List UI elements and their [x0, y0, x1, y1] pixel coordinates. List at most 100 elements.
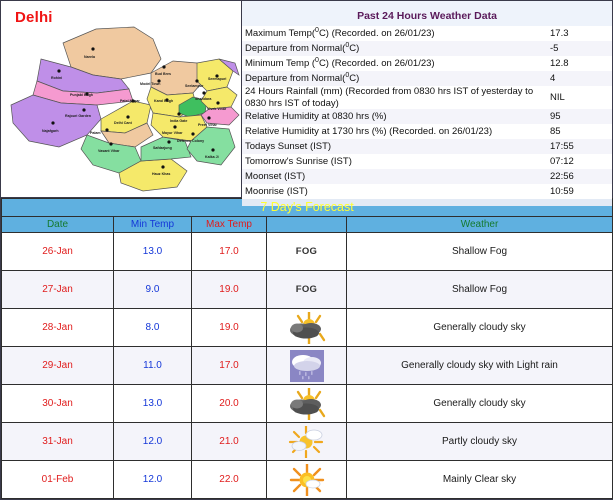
- map-marker: [216, 101, 220, 105]
- panel-bottom-strip: [242, 199, 612, 206]
- forecast-description: Shallow Fog: [345, 232, 613, 271]
- delhi-district-map: Narela Rohini Punjabi Bagh Rajouri Garden Na…: [10, 26, 240, 192]
- past-24-row: Relative Humidity at 0830 hrs (%) 95: [242, 109, 612, 124]
- map-label: Vasant Vihar: [98, 149, 120, 153]
- map-label: Kalka Ji: [205, 155, 219, 159]
- forecast-table: 7 Day's Forecast Date Min Temp Max Temp …: [0, 198, 613, 499]
- forecast-max-temp: 19.0: [191, 308, 267, 347]
- forecast-min-temp: 13.0: [113, 232, 192, 271]
- past-24-label: Todays Sunset (IST): [245, 140, 332, 152]
- forecast-min-temp: 8.0: [113, 308, 192, 347]
- forecast-row: 26-Jan 13.0 17.0 FOG Shallow Fog: [1, 232, 613, 271]
- forecast-description: Partly cloudy sky: [345, 422, 613, 461]
- map-marker: [195, 79, 199, 83]
- forecast-icon-cell: FOG: [266, 232, 347, 271]
- forecast-date: 30-Jan: [1, 384, 114, 423]
- map-label: Preet Vihar: [198, 123, 218, 127]
- forecast-date: 28-Jan: [1, 308, 114, 347]
- map-marker: [105, 128, 109, 132]
- past-24-row: Departure from Normal(0C) -5: [242, 41, 612, 56]
- map-marker: [173, 125, 177, 129]
- forecast-description: Mainly Clear sky: [345, 460, 613, 499]
- map-marker: [51, 121, 55, 125]
- forecast-row: 29-Jan 11.0 17.0 Generally cloudy sky with …: [1, 346, 613, 385]
- past-24-value: 17.3: [550, 27, 569, 39]
- map-label: Vivek Vihar: [207, 107, 227, 111]
- forecast-description: Generally cloudy sky with Light rain: [345, 346, 613, 385]
- map-label: Seemapuri: [208, 77, 226, 81]
- map-label: Bud Bres: [155, 72, 171, 76]
- map-label: India Gate: [170, 119, 187, 123]
- forecast-date: 27-Jan: [1, 270, 114, 309]
- map-title: Delhi: [15, 9, 53, 26]
- forecast-row: 28-Jan 8.0 19.0 Generally cloudy sky: [1, 308, 613, 347]
- map-label: Delhi Cant: [114, 121, 133, 125]
- map-marker: [211, 148, 215, 152]
- past-24-row: Relative Humidity at 1730 hrs (%) (Recor…: [242, 124, 612, 139]
- past-24-label: Maximum Temp(0C) (Recorded. on 26/01/23): [245, 27, 435, 40]
- forecast-description: Generally cloudy sky: [345, 384, 613, 423]
- past-24-label: Minimum Temp (0C) (Recorded. on 26/01/23…: [245, 57, 435, 70]
- map-marker: [161, 165, 165, 169]
- forecast-row: 27-Jan 9.0 19.0 FOG Shallow Fog: [1, 270, 613, 309]
- forecast-max-temp: 17.0: [191, 346, 267, 385]
- map-marker: [57, 69, 61, 73]
- forecast-description: Generally cloudy sky: [345, 308, 613, 347]
- fog-label: FOG: [295, 284, 318, 295]
- forecast-max-temp: 22.0: [191, 460, 267, 499]
- forecast-icon-cell: [266, 460, 347, 499]
- past-24-value: 22:56: [550, 170, 574, 182]
- forecast-date: 29-Jan: [1, 346, 114, 385]
- forecast-max-temp: 19.0: [191, 270, 267, 309]
- sun-behind-dark-cloud-icon: [285, 387, 329, 420]
- column-header-max-temp: Max Temp: [191, 216, 267, 233]
- forecast-description: Shallow Fog: [345, 270, 613, 309]
- past-24-value: 07:12: [550, 155, 574, 167]
- sun-behind-white-cloud-icon: [287, 425, 327, 458]
- past-24-row: Tomorrow's Sunrise (IST) 07:12: [242, 154, 612, 169]
- map-label: Najafgarh: [42, 129, 59, 133]
- map-marker: [126, 115, 130, 119]
- map-label: Patel Nagar: [120, 99, 140, 103]
- fog-label: FOG: [295, 246, 318, 257]
- past-24-value: 17:55: [550, 140, 574, 152]
- map-marker: [85, 92, 89, 96]
- delhi-map-panel: Delhi: [0, 0, 241, 198]
- past-24-row: Departure from Normal(0C) 4: [242, 71, 612, 86]
- forecast-header-row: Date Min Temp Max Temp Weather: [1, 216, 613, 233]
- map-marker: [91, 47, 95, 51]
- degree-superscript: 0: [345, 42, 350, 50]
- forecast-icon-cell: [266, 308, 347, 347]
- forecast-body: 26-Jan 13.0 17.0 FOG Shallow Fog 27-Jan 9.0 19.…: [1, 232, 613, 499]
- sun-bright-icon: [287, 463, 327, 496]
- degree-superscript: 0: [345, 72, 350, 80]
- map-marker: [191, 132, 195, 136]
- past-24-label: Relative Humidity at 1730 hrs (%) (Recor…: [245, 125, 493, 137]
- past-24-value: 95: [550, 110, 561, 122]
- past-24-label: Departure from Normal(0C): [245, 72, 360, 85]
- forecast-icon-cell: FOG: [266, 270, 347, 309]
- column-header-weather: Weather: [345, 216, 613, 233]
- map-marker: [157, 79, 161, 83]
- past-24-value: 12.8: [550, 57, 569, 69]
- map-label: Punjabi Bagh: [70, 93, 93, 97]
- forecast-date: 26-Jan: [1, 232, 114, 271]
- map-region-seemapuri: [218, 58, 240, 76]
- past-24-label: Relative Humidity at 0830 hrs (%): [245, 110, 387, 122]
- column-header-min-temp: Min Temp: [113, 216, 192, 233]
- map-label: Karol Bagh: [154, 99, 173, 103]
- past-24-value: 4: [550, 72, 556, 84]
- map-label: Hauz Khas: [152, 172, 170, 176]
- forecast-section: 7 Day's Forecast Date Min Temp Max Temp …: [0, 198, 613, 500]
- map-label: Rajouri Garden: [65, 114, 91, 118]
- past-24-rows: Maximum Temp(0C) (Recorded. on 26/01/23)…: [242, 26, 612, 199]
- past-24-label: Departure from Normal(0C): [245, 42, 360, 55]
- map-marker: [165, 98, 169, 102]
- map-marker: [82, 108, 86, 112]
- past-24-row: Todays Sunset (IST) 17:55: [242, 139, 612, 154]
- past-24-row: Minimum Temp (0C) (Recorded. on 26/01/23…: [242, 56, 612, 71]
- forecast-icon-cell: [266, 346, 347, 385]
- past-24-value: 85: [550, 125, 561, 137]
- forecast-max-temp: 20.0: [191, 384, 267, 423]
